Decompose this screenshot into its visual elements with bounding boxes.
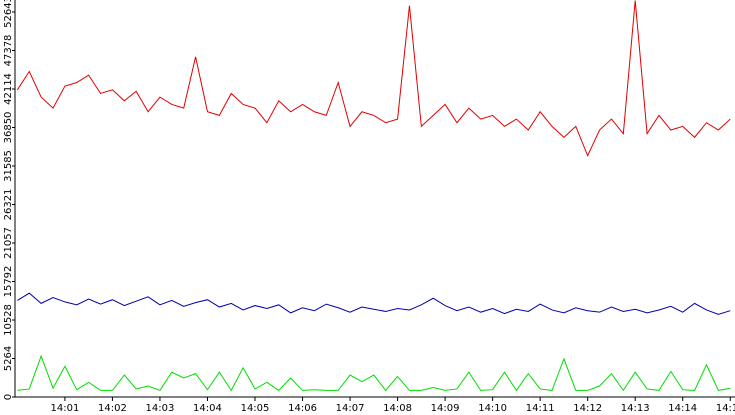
x-tick-label: 14:08 <box>383 403 412 414</box>
y-tick-label: 47378 <box>3 35 14 67</box>
x-tick-label: 14:04 <box>193 403 222 414</box>
y-tick-label: 52643 <box>3 0 14 28</box>
y-tick-label: 31585 <box>3 150 14 182</box>
x-tick-label: 14:10 <box>478 403 507 414</box>
x-tick-label: 14:09 <box>431 403 460 414</box>
x-tick-label: 14:05 <box>241 403 270 414</box>
x-tick-label: 14:01 <box>50 403 79 414</box>
y-tick-label: 26321 <box>3 189 14 221</box>
y-tick-label: 42114 <box>3 73 14 105</box>
series-line <box>16 0 731 157</box>
y-tick-label: 15792 <box>3 266 14 298</box>
series-line <box>17 292 731 315</box>
x-tick-label: 14:02 <box>98 403 127 414</box>
x-tick-label: 14:07 <box>336 403 365 414</box>
y-tick-label: 36850 <box>3 112 14 144</box>
y-tick-label: 10528 <box>3 304 14 336</box>
x-tick-label: 14:03 <box>146 403 175 414</box>
x-tick-label: 14:11 <box>526 403 555 414</box>
y-tick-label: 5264 <box>3 346 14 371</box>
x-tick-label: 14:12 <box>573 403 602 414</box>
x-tick-label: 14:06 <box>288 403 317 414</box>
x-tick-label: 14:14 <box>668 403 697 414</box>
y-tick-label: 0 <box>3 394 14 400</box>
x-tick-label: 14:13 <box>621 403 650 414</box>
series-line <box>17 354 731 392</box>
y-tick-label: 21057 <box>3 227 14 259</box>
x-tick-label: 14:15 <box>716 403 735 414</box>
